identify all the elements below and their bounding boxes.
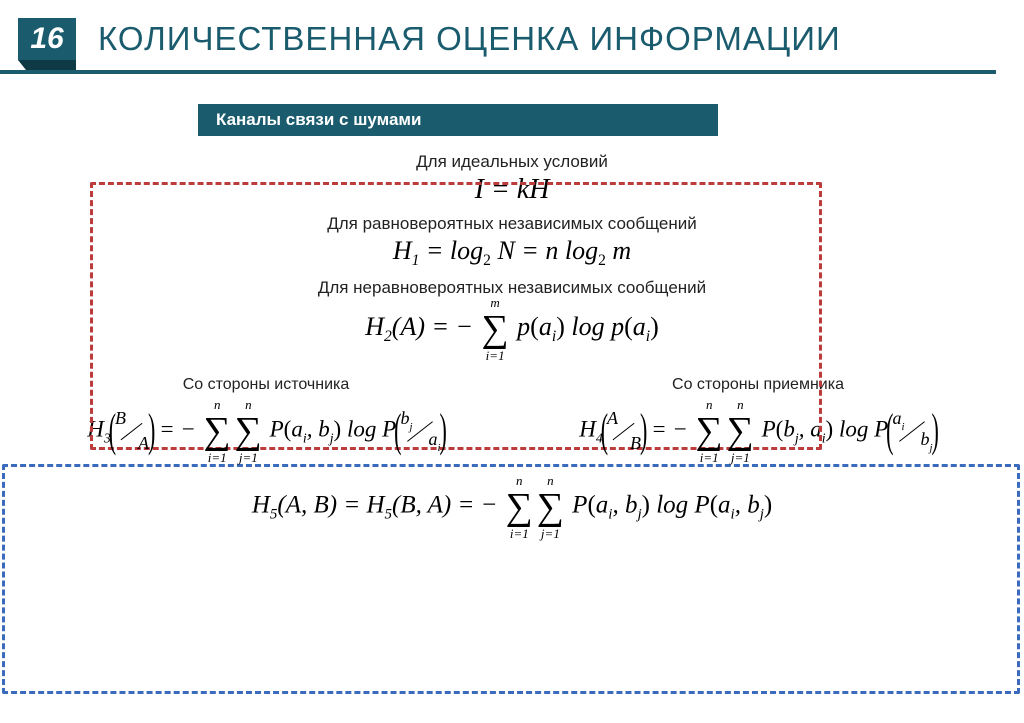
- label-equiprob: Для равновероятных независимых сообщений: [0, 214, 1024, 234]
- s3ab: i=1: [208, 451, 227, 464]
- arg-A: (A) = −: [392, 312, 473, 341]
- formula-H5: H5(A, B) = H5(B, A) = − ∑ni=1∑nj=1 P(ai,…: [0, 488, 1024, 526]
- col-source: Со стороны источника H3(BA) = − ∑ni=1∑nj…: [30, 368, 502, 454]
- s4ab: i=1: [700, 451, 719, 464]
- formula-H1: H1 = log2 N = n log2 m: [0, 236, 1024, 270]
- f5-1: (A, B) = H: [277, 492, 384, 519]
- c3: ,: [307, 416, 319, 441]
- formula-H2: H2(A) = − ∑mi=1 p(ai) log p(ai): [0, 310, 1024, 348]
- mid: N = n log: [491, 236, 598, 265]
- formula-H3: H3(BA) = − ∑ni=1∑nj=1 P(ai, bj) log P(bj…: [30, 408, 502, 454]
- log4: log: [833, 416, 874, 441]
- b5: b: [625, 492, 638, 519]
- f5-2: (B, A) = −: [392, 492, 497, 519]
- b4: b: [783, 416, 795, 441]
- content-area: Для идеальных условий I = kH Для равнове…: [0, 152, 1024, 526]
- sum5a: ∑ni=1: [506, 488, 533, 526]
- sym-H: H: [393, 236, 412, 265]
- c5: ,: [612, 492, 625, 519]
- s4bt: n: [737, 398, 744, 411]
- slide-number-badge: 16: [18, 18, 76, 60]
- label-recv: Со стороны приемника: [522, 376, 994, 394]
- P3: P: [270, 416, 284, 441]
- s5bt: n: [547, 474, 554, 487]
- c5b: ,: [735, 492, 748, 519]
- s5bb: j=1: [541, 527, 560, 540]
- s3at: n: [214, 398, 221, 411]
- b5b: b: [747, 492, 760, 519]
- P5: P: [572, 492, 587, 519]
- s5ab: i=1: [510, 527, 529, 540]
- sum3b: ∑nj=1: [235, 412, 262, 450]
- s3bb: j=1: [239, 451, 258, 464]
- col-receiver: Со стороны приемника H4(AB) = − ∑ni=1∑nj…: [522, 368, 994, 454]
- s4bb: j=1: [731, 451, 750, 464]
- formula-H4: H4(AB) = − ∑ni=1∑nj=1 P(bj, ai) log P(ai…: [522, 408, 994, 454]
- sub-2: 2: [384, 328, 392, 345]
- slide-number: 16: [30, 22, 63, 56]
- eq4: = −: [645, 416, 688, 441]
- label-ideal: Для идеальных условий: [0, 152, 1024, 172]
- b3: b: [318, 416, 330, 441]
- frac-BA: BA: [115, 408, 149, 454]
- s5at: n: [516, 474, 523, 487]
- sum4b: ∑nj=1: [727, 412, 754, 450]
- sym-H2: H: [365, 312, 384, 341]
- a5b: a: [718, 492, 731, 519]
- H5bs: 5: [385, 507, 393, 523]
- sum-bot-i: i=1: [486, 349, 505, 362]
- a4: a: [810, 416, 822, 441]
- s3bt: n: [245, 398, 252, 411]
- log1: log: [565, 312, 611, 341]
- base-2a: 2: [483, 252, 491, 269]
- H4: H: [579, 416, 596, 441]
- H3: H: [87, 416, 104, 441]
- sum-top-m: m: [490, 296, 499, 309]
- P4: P: [762, 416, 776, 441]
- P5b: P: [694, 492, 709, 519]
- s4at: n: [706, 398, 713, 411]
- log3: log: [341, 416, 382, 441]
- a3: a: [291, 416, 303, 441]
- sum3a: ∑ni=1: [204, 412, 231, 450]
- p2: p: [611, 312, 624, 341]
- two-column-row: Со стороны источника H3(BA) = − ∑ni=1∑nj…: [0, 368, 1024, 454]
- sum4a: ∑ni=1: [696, 412, 723, 450]
- sum-icon: ∑mi=1: [482, 310, 509, 348]
- eq-log: = log: [419, 236, 483, 265]
- end-m: m: [606, 236, 631, 265]
- sum5b: ∑nj=1: [537, 488, 564, 526]
- label-src: Со стороны источника: [30, 376, 502, 394]
- log5: log: [650, 492, 694, 519]
- base-2b: 2: [598, 252, 606, 269]
- eq3: = −: [153, 416, 196, 441]
- formula-I-kH: I = kH: [0, 174, 1024, 206]
- a5: a: [596, 492, 609, 519]
- c4: ,: [799, 416, 811, 441]
- a2: a: [633, 312, 646, 341]
- frac-ai-bj: aibj: [892, 408, 932, 454]
- label-noneq: Для неравновероятных независимых сообщен…: [0, 278, 1024, 298]
- frac-AB: AB: [607, 408, 641, 454]
- a1: a: [539, 312, 552, 341]
- frac-bj-ai: bjai: [400, 408, 440, 454]
- p1: p: [517, 312, 530, 341]
- slide-title: КОЛИЧЕСТВЕННАЯ ОЦЕНКА ИНФОРМАЦИИ: [98, 20, 841, 58]
- section-heading: Каналы связи с шумами: [198, 104, 718, 136]
- slide-header: 16 КОЛИЧЕСТВЕННАЯ ОЦЕНКА ИНФОРМАЦИИ: [0, 0, 996, 74]
- H5a: H: [252, 492, 270, 519]
